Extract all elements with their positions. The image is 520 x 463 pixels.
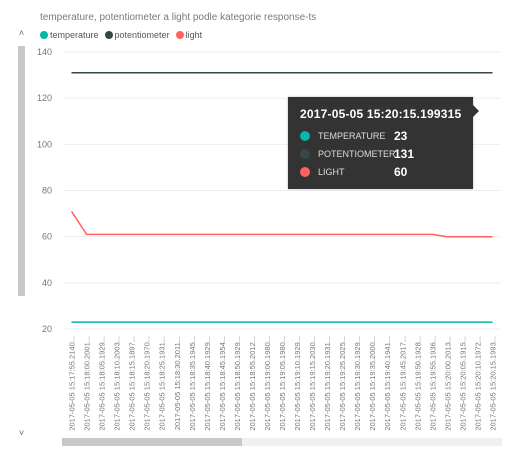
y-tick-label: 100 [37, 139, 52, 149]
tooltip-label-potentiometer: POTENTIOMETER [318, 149, 396, 159]
x-tick-label: 2017-05-05 15:17:55.2140... [68, 336, 77, 431]
vertical-scroll-thumb[interactable] [18, 46, 25, 296]
x-tick-label: 2017-05-05 15:20:05.1915... [458, 336, 467, 431]
x-tick-label: 2017-05-05 15:19:45.2017... [398, 336, 407, 431]
x-tick-label: 2017-05-05 15:18:55.2012... [248, 336, 257, 431]
tooltip-value-light: 60 [394, 165, 408, 179]
legend-item-temperature[interactable]: temperature [40, 30, 99, 40]
tooltip-label-temperature: TEMPERATURE [318, 131, 386, 141]
x-tick-label: 2017-05-05 15:19:15.2030... [308, 336, 317, 431]
chart-title: temperature, potentiometer a light podle… [40, 12, 317, 23]
x-tick-label: 2017-05-05 15:18:25.1931... [158, 336, 167, 431]
x-tick-label: 2017-05-05 15:19:40.1941... [383, 336, 392, 431]
legend-item-potentiometer[interactable]: potentiometer [104, 30, 170, 40]
legend-dot-potentiometer [104, 31, 113, 39]
tooltip-value-potentiometer: 131 [394, 147, 415, 161]
scroll-down-icon[interactable]: ˅ [18, 428, 25, 438]
series-line-light[interactable] [70, 210, 493, 238]
tooltip-row-light: LIGHT 60 [300, 165, 407, 179]
x-tick-label: 2017-05-05 15:18:40.1929... [203, 336, 212, 431]
x-tick-label: 2017-05-05 15:18:10.2003... [113, 336, 122, 431]
x-tick-label: 2017-05-05 15:18:45.1954... [218, 336, 227, 431]
scroll-up-icon[interactable]: ˄ [18, 28, 25, 38]
legend: temperature potentiometer light [40, 30, 204, 40]
x-tick-label: 2017-05-05 15:18:20.1970... [143, 336, 152, 431]
x-tick-label: 2017-05-05 15:18:50.1929... [233, 336, 242, 431]
tooltip-dot-temperature [300, 131, 310, 141]
tooltip-label-light: LIGHT [318, 167, 345, 177]
x-tick-label: 2017-05-05 15:18:15.1897... [128, 336, 137, 431]
tooltip-dot-light [300, 167, 310, 177]
x-tick-label: 2017-05-05 15:18:35.1945... [188, 336, 197, 431]
y-tick-label: 20 [42, 324, 52, 334]
horizontal-scroll-thumb[interactable] [62, 438, 242, 446]
x-tick-label: 2017-05-05 15:19:35.2000... [368, 336, 377, 431]
legend-dot-light [175, 31, 184, 39]
series-lines [70, 72, 493, 323]
legend-item-light[interactable]: light [175, 30, 203, 40]
y-axis-ticks: 20 40 60 80 100 120 140 [37, 47, 52, 334]
vertical-scrollbar[interactable]: ˄ ˅ [17, 28, 26, 438]
x-tick-label: 2017-05-05 15:18:30.2011... [173, 336, 182, 430]
x-tick-label: 2017-05-05 15:19:30.1929... [353, 336, 362, 431]
horizontal-scrollbar[interactable] [62, 438, 502, 446]
y-tick-label: 40 [42, 278, 52, 288]
tooltip-value-temperature: 23 [394, 129, 408, 143]
x-tick-label: 2017-05-05 15:19:05.1980... [278, 336, 287, 431]
x-tick-label: 2017-05-05 15:20:00.2013... [443, 336, 452, 431]
x-tick-label: 2017-05-05 15:18:00.2001... [83, 336, 92, 431]
x-tick-label: 2017-05-05 15:19:20.1931... [323, 336, 332, 431]
tooltip-title: 2017-05-05 15:20:15.199315 [300, 107, 462, 121]
x-tick-label: 2017-05-05 15:19:55.1936... [428, 336, 437, 431]
x-axis-ticks: 2017-05-05 15:17:55.2140... 2017-05-05 15… [68, 336, 498, 431]
x-tick-label: 2017-05-05 15:20:15.1993... [488, 336, 497, 431]
x-tick-label: 2017-05-05 15:20:10.1972... [473, 336, 482, 431]
tooltip-dot-potentiometer [300, 149, 310, 159]
legend-label-potentiometer: potentiometer [114, 30, 170, 40]
legend-label-temperature: temperature [50, 30, 99, 40]
legend-label-light: light [185, 30, 203, 40]
y-tick-label: 140 [37, 47, 52, 57]
x-tick-label: 2017-05-05 15:19:10.1929... [293, 336, 302, 431]
grid [64, 51, 500, 330]
x-tick-label: 2017-05-05 15:19:00.1980... [263, 336, 272, 431]
y-tick-label: 120 [37, 93, 52, 103]
tooltip-row-temperature: TEMPERATURE 23 [300, 129, 407, 143]
x-tick-label: 2017-05-05 15:19:50.1928... [413, 336, 422, 431]
x-tick-label: 2017-05-05 15:19:25.2025... [338, 336, 347, 431]
y-tick-label: 60 [42, 232, 52, 242]
y-tick-label: 80 [42, 186, 52, 196]
legend-dot-temperature [40, 31, 48, 39]
tooltip: 2017-05-05 15:20:15.199315 TEMPERATURE 2… [288, 97, 479, 189]
x-tick-label: 2017-05-05 15:18:05.1929... [98, 336, 107, 431]
tooltip-row-potentiometer: POTENTIOMETER 131 [300, 147, 414, 161]
